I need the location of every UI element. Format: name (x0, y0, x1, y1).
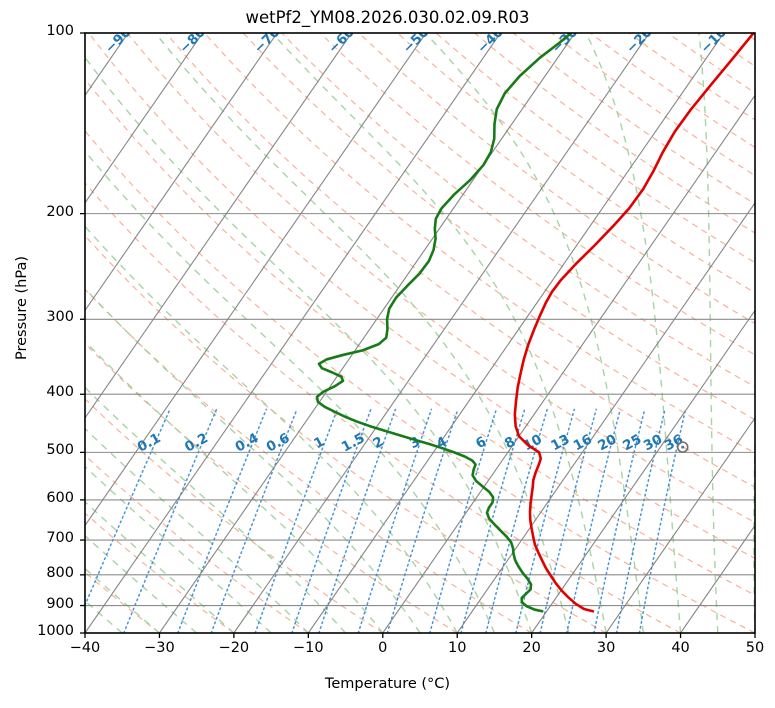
x-tick-label: 40 (671, 640, 690, 656)
mixing-ratio-label: 20 (595, 431, 619, 454)
y-tick-label: 700 (46, 530, 74, 547)
y-tick-label: 200 (46, 203, 74, 220)
y-tick-label: 100 (46, 23, 74, 39)
lcl-marker (676, 441, 689, 453)
mixing-ratio-label: 10 (521, 431, 545, 454)
y-tick-label: 300 (46, 309, 74, 326)
y-axis-ticks: 100 200 300 400 500 600 700 800 900 1000 (10, 0, 74, 708)
series-temperature (513, 33, 755, 613)
y-tick-label: 900 (46, 595, 74, 612)
y-tick-label: 600 (46, 489, 74, 506)
y-tick-label: 400 (46, 384, 74, 401)
mixing-ratio-label: 36 (662, 431, 686, 454)
x-tick-label: −30 (144, 640, 175, 656)
x-tick-label: 20 (522, 640, 541, 656)
chart-title: wetPf2_YM08.2026.030.02.09.R03 (245, 8, 530, 27)
y-tick-label: 1000 (37, 623, 74, 639)
mixing-ratio-label: 13 (548, 431, 572, 454)
x-tick-label: −40 (69, 640, 101, 656)
x-axis-label: Temperature (°C) (324, 676, 451, 692)
y-tick-label: 500 (46, 442, 74, 459)
x-tick-label: −10 (293, 640, 324, 656)
x-tick-label: 10 (447, 640, 467, 656)
mixing-ratio-label: 30 (641, 431, 665, 454)
series-dewpoint (315, 33, 573, 613)
x-tick-label: 50 (745, 640, 765, 656)
x-tick-label: −20 (218, 640, 250, 656)
x-axis-ticks: −40 −30 −20 −10 0 10 20 30 40 50 (0, 640, 775, 664)
x-tick-label: 0 (378, 640, 388, 656)
mixing-ratio-label: 25 (620, 431, 644, 454)
mixing-ratio-label: 16 (571, 431, 595, 454)
x-tick-label: 30 (596, 640, 616, 656)
y-tick-label: 800 (46, 564, 74, 581)
